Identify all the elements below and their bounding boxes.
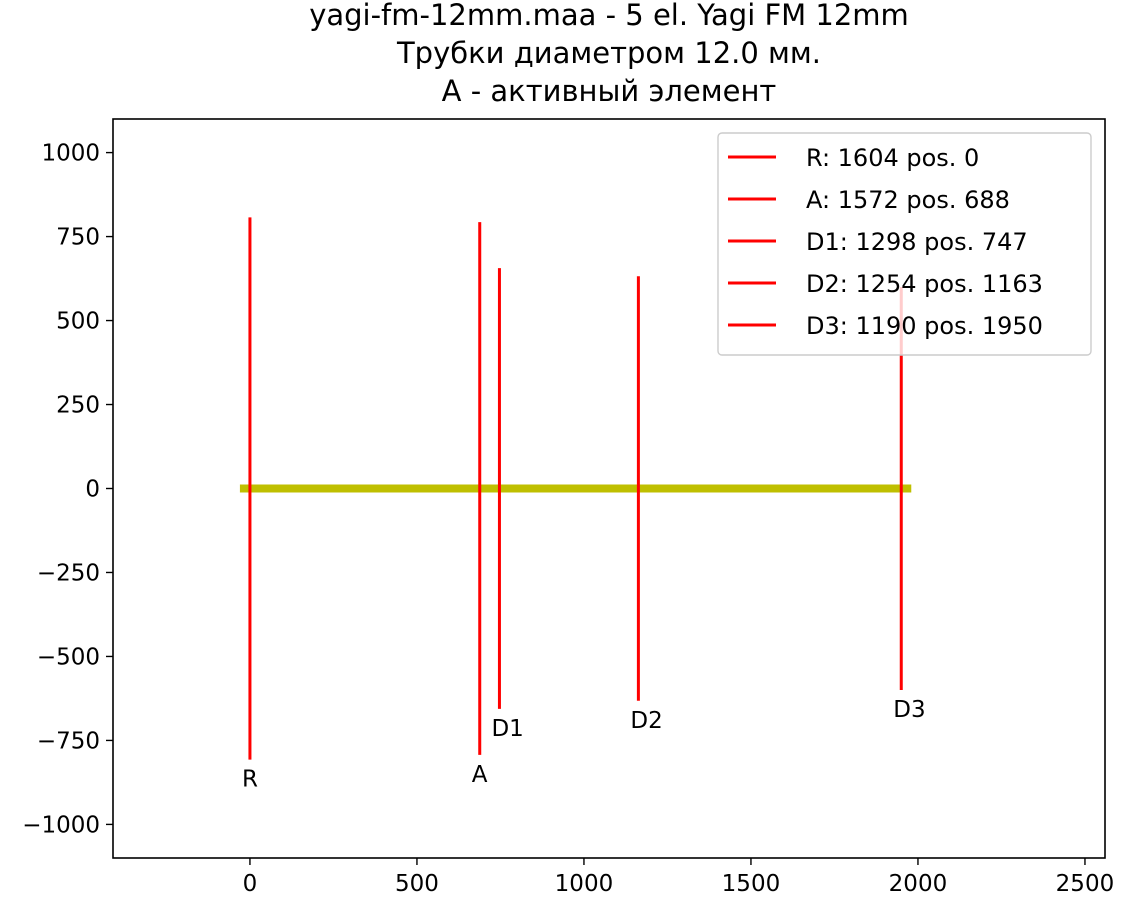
element-label-d1: D1 <box>491 716 523 742</box>
title-line-3: A - активный элемент <box>442 74 777 108</box>
y-tick-label: 750 <box>56 225 100 251</box>
y-tick-label: 1000 <box>41 141 100 167</box>
element-label-a: A <box>472 762 488 788</box>
plot-area: R AD1 D2 D3 <box>239 217 926 793</box>
legend-entry-a: A: 1572 pos. 688 <box>806 186 1010 214</box>
x-tick-label: 500 <box>395 871 439 897</box>
axes: 0 500 1000 1500 2000 250010007505002500−250−5… <box>22 118 1115 897</box>
y-tick-label: 250 <box>56 393 100 419</box>
element-label-d2: D2 <box>630 708 662 734</box>
legend-entry-d1: D1: 1298 pos. 747 <box>806 228 1028 256</box>
y-tick-label: −500 <box>37 644 100 670</box>
legend-entry-d3: D3: 1190 pos. 1950 <box>806 312 1043 340</box>
legend: R: 1604 pos. 0 A: 1572 pos. 688 D1: 1298 p… <box>717 132 1092 356</box>
legend-entry-d2: D2: 1254 pos. 1163 <box>806 270 1043 298</box>
title-line-2: Трубки диаметром 12.0 мм. <box>396 36 821 70</box>
x-tick-label: 0 <box>243 871 258 897</box>
x-tick-label: 1500 <box>722 871 781 897</box>
y-tick-label: −250 <box>37 560 100 586</box>
legend-box <box>717 132 1092 356</box>
y-tick-label: 500 <box>56 309 100 335</box>
x-tick-label: 2000 <box>889 871 948 897</box>
x-tick-label: 2500 <box>1056 871 1115 897</box>
legend-entry-r: R: 1604 pos. 0 <box>806 144 979 172</box>
element-label-d3: D3 <box>893 697 925 723</box>
y-tick-label: 0 <box>85 477 100 503</box>
title-line-1: yagi-fm-12mm.maa - 5 el. Yagi FM 12mm <box>309 0 909 32</box>
chart-title: yagi-fm-12mm.maa - 5 el. Yagi FM 12mm Тр… <box>309 0 909 108</box>
y-tick-label: −1000 <box>22 812 100 838</box>
x-tick-label: 1000 <box>555 871 614 897</box>
element-label-r: R <box>242 767 258 793</box>
y-tick-label: −750 <box>37 728 100 754</box>
